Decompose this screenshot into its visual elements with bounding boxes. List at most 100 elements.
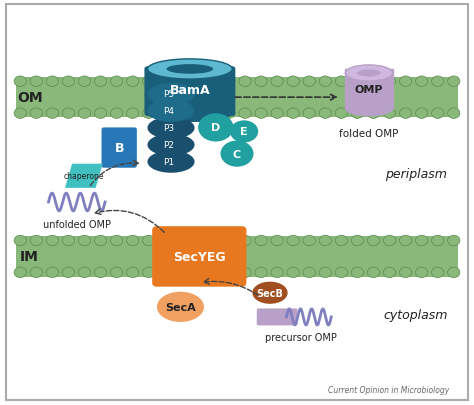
Circle shape [303, 236, 315, 246]
Circle shape [14, 267, 27, 278]
FancyBboxPatch shape [101, 128, 137, 168]
Text: OMP: OMP [355, 85, 383, 95]
Circle shape [127, 77, 139, 87]
Text: SecB: SecB [256, 288, 283, 298]
Text: IM: IM [20, 250, 39, 264]
Circle shape [94, 109, 107, 119]
Circle shape [94, 236, 107, 246]
Bar [16, 78, 458, 118]
Circle shape [416, 77, 428, 87]
Circle shape [287, 109, 299, 119]
Circle shape [110, 267, 123, 278]
Ellipse shape [252, 282, 288, 304]
Text: OM: OM [17, 91, 43, 105]
Circle shape [223, 236, 235, 246]
Circle shape [78, 236, 91, 246]
Ellipse shape [346, 66, 392, 82]
Circle shape [110, 77, 123, 87]
Text: Current Opinion in Microbiology: Current Opinion in Microbiology [328, 385, 449, 394]
Circle shape [255, 109, 267, 119]
Circle shape [255, 267, 267, 278]
Circle shape [432, 267, 444, 278]
Circle shape [432, 236, 444, 246]
Circle shape [207, 109, 219, 119]
FancyBboxPatch shape [152, 227, 246, 287]
Circle shape [287, 236, 299, 246]
Circle shape [416, 267, 428, 278]
Text: BamA: BamA [170, 83, 210, 96]
Circle shape [335, 236, 347, 246]
Circle shape [351, 77, 364, 87]
Text: D: D [211, 123, 220, 133]
Ellipse shape [220, 141, 254, 167]
Circle shape [62, 267, 74, 278]
Circle shape [46, 236, 58, 246]
Ellipse shape [230, 121, 258, 143]
Circle shape [319, 77, 331, 87]
Circle shape [14, 236, 27, 246]
Circle shape [78, 267, 91, 278]
Circle shape [416, 236, 428, 246]
Text: cytoplasm: cytoplasm [384, 309, 448, 322]
Circle shape [94, 267, 107, 278]
Ellipse shape [157, 292, 204, 322]
Circle shape [62, 77, 74, 87]
Circle shape [303, 77, 315, 87]
Text: P3: P3 [163, 124, 174, 133]
Ellipse shape [357, 70, 381, 77]
Circle shape [335, 77, 347, 87]
Circle shape [287, 267, 299, 278]
Circle shape [30, 77, 42, 87]
Ellipse shape [346, 103, 392, 117]
Circle shape [223, 267, 235, 278]
Circle shape [223, 109, 235, 119]
Text: SecA: SecA [165, 302, 196, 312]
Circle shape [127, 236, 139, 246]
Circle shape [143, 77, 155, 87]
Circle shape [110, 236, 123, 246]
Ellipse shape [147, 60, 232, 80]
Ellipse shape [198, 114, 234, 142]
Circle shape [287, 77, 299, 87]
Circle shape [143, 267, 155, 278]
Circle shape [271, 267, 283, 278]
Circle shape [239, 267, 251, 278]
Circle shape [191, 109, 203, 119]
Circle shape [175, 236, 187, 246]
Circle shape [383, 77, 396, 87]
Circle shape [383, 109, 396, 119]
Circle shape [159, 109, 171, 119]
Circle shape [447, 109, 460, 119]
Ellipse shape [147, 84, 195, 106]
Text: E: E [240, 127, 248, 137]
Circle shape [400, 109, 412, 119]
Circle shape [78, 109, 91, 119]
Circle shape [416, 109, 428, 119]
Text: chaperone: chaperone [64, 172, 104, 181]
Circle shape [335, 267, 347, 278]
Circle shape [383, 236, 396, 246]
Ellipse shape [147, 106, 232, 122]
Circle shape [14, 109, 27, 119]
Circle shape [110, 109, 123, 119]
Circle shape [46, 109, 58, 119]
Circle shape [400, 77, 412, 87]
Circle shape [30, 267, 42, 278]
Circle shape [447, 77, 460, 87]
Circle shape [175, 77, 187, 87]
Ellipse shape [147, 100, 195, 123]
Text: precursor OMP: precursor OMP [264, 332, 337, 342]
Circle shape [207, 236, 219, 246]
FancyBboxPatch shape [145, 68, 235, 116]
Text: periplasm: periplasm [385, 168, 447, 181]
Polygon shape [65, 164, 103, 188]
Bar [16, 237, 458, 277]
Circle shape [367, 236, 380, 246]
Circle shape [367, 267, 380, 278]
Circle shape [175, 267, 187, 278]
Circle shape [271, 236, 283, 246]
Circle shape [46, 267, 58, 278]
Text: P1: P1 [163, 158, 174, 167]
Circle shape [303, 109, 315, 119]
Circle shape [255, 77, 267, 87]
